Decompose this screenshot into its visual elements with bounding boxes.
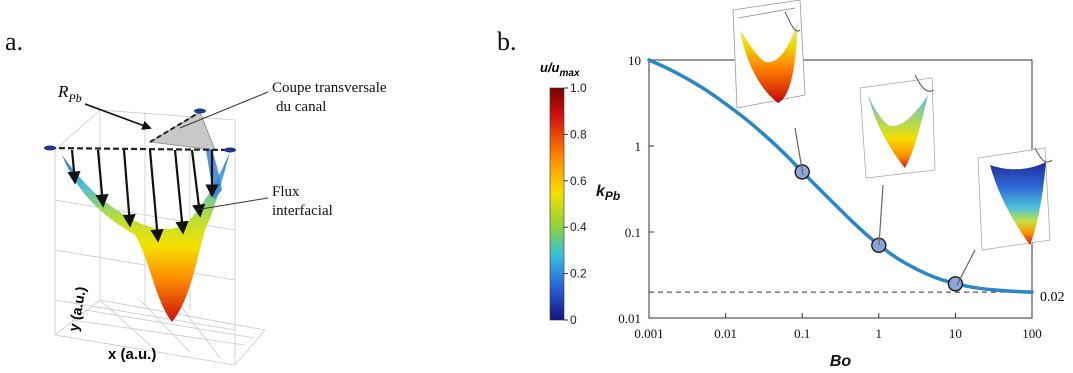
inset-profile-3 (977, 147, 1053, 251)
panel-a-grid (54, 109, 266, 366)
annotation-cross-section-2: du canal (276, 99, 326, 115)
colorbar-tick-label: 0.6 (570, 174, 587, 188)
asymptote-label: 0.02 (1040, 290, 1065, 305)
inset-profile-1 (732, 0, 806, 109)
annotation-cross-section-1: Coupe transversale (272, 80, 387, 96)
x-tick-label: 0.1 (794, 326, 810, 341)
x-tick-label: 0.001 (634, 326, 663, 341)
x-tick-label: 0.01 (714, 326, 737, 341)
panel-a-label: a. (5, 27, 23, 56)
cross-section-leader (179, 91, 269, 129)
y-axis-label-a: y (a.u.) (65, 285, 89, 332)
annotation-flux-1: Flux (272, 184, 300, 200)
panel-b: b. u/umax 1.00.80.60.40.20 0.001 0.01 0.1 1… (497, 0, 1065, 370)
y-tick-label: 0.01 (618, 311, 641, 326)
plot-frame (648, 59, 1033, 319)
y-tick-label: 1 (635, 139, 642, 154)
x-axis-label: Bo (830, 353, 852, 370)
x-axis-label-a: x (a.u.) (108, 346, 156, 363)
x-tick-label: 1 (876, 326, 883, 341)
colorbar-tick-label: 0.4 (570, 220, 587, 234)
x-tick-label: 10 (949, 326, 962, 341)
colorbar-tick-label: 0.2 (570, 267, 587, 281)
x-tick-label: 100 (1022, 326, 1042, 341)
colorbar-tick-label: 0 (570, 313, 577, 327)
data-point-marker (871, 237, 887, 254)
annotation-flux-2: interfacial (272, 203, 333, 219)
y-tick-label: 0.1 (625, 225, 641, 240)
series-line (647, 58, 1034, 294)
r-pb-label: RPb (57, 82, 82, 105)
colorbar-ticks: 1.0 0.8 0.6 0.4 0.2 0 (564, 81, 587, 327)
flux-leader (194, 197, 269, 211)
y-tick-label: 10 (628, 53, 641, 68)
velocity-surface-a (62, 152, 230, 322)
inset-profile-2 (859, 74, 936, 179)
panel-a: a. (5, 27, 387, 366)
panel-b-label: b. (497, 27, 517, 56)
colorbar-title: u/umax (540, 60, 580, 79)
colorbar (549, 87, 565, 321)
colorbar-tick-label: 0.8 (570, 127, 587, 141)
cross-section-triangle (148, 111, 216, 151)
interfacial-flux-arrows (67, 149, 219, 243)
marker-leaders (794, 127, 976, 286)
r-pb-arrow (84, 103, 152, 130)
colorbar-tick-label: 1.0 (570, 81, 587, 95)
y-axis-label: kPb (596, 183, 620, 203)
